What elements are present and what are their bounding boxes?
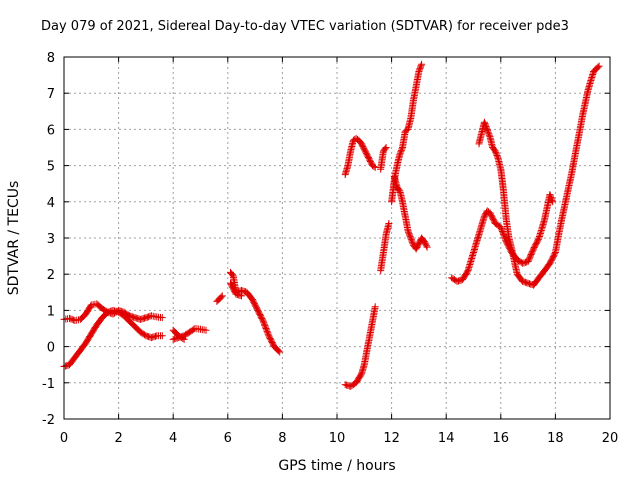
data-point — [238, 292, 245, 300]
data-point — [551, 250, 559, 258]
data-point — [417, 63, 424, 71]
data-point — [415, 66, 423, 74]
data-point — [158, 314, 166, 322]
data-point — [547, 194, 555, 201]
data-point — [595, 62, 603, 70]
data-point — [381, 145, 389, 153]
data-point — [594, 63, 602, 71]
data-point — [382, 144, 390, 151]
data-point — [492, 150, 500, 158]
x-tick-label: 8 — [278, 431, 286, 446]
data-point — [482, 121, 489, 129]
x-tick-label: 10 — [329, 431, 346, 446]
x-tick-label: 4 — [169, 431, 177, 446]
data-point — [370, 163, 378, 170]
y-tick-label: 8 — [47, 51, 55, 66]
data-point — [548, 196, 556, 204]
data-point — [263, 327, 271, 335]
x-tick-label: 16 — [493, 431, 510, 446]
data-point — [218, 292, 226, 300]
data-point — [480, 118, 488, 126]
data-point — [491, 147, 499, 155]
x-tick-label: 20 — [602, 431, 619, 446]
data-point — [546, 191, 554, 199]
y-tick-label: -2 — [42, 413, 55, 428]
chart-title: Day 079 of 2021, Sidereal Day-to-day VTE… — [41, 19, 569, 34]
grid — [64, 57, 610, 419]
y-tick-label: -1 — [42, 377, 55, 392]
y-tick-label: 6 — [47, 123, 55, 138]
x-tick-label: 6 — [224, 431, 232, 446]
data-point — [494, 153, 501, 161]
x-tick-label: 18 — [547, 431, 564, 446]
data-point — [158, 332, 166, 340]
x-tick-label: 0 — [60, 431, 68, 446]
data-point — [260, 319, 268, 327]
data-point — [497, 225, 505, 233]
y-tick-label: 0 — [47, 341, 55, 356]
data-point — [408, 238, 416, 246]
data-point — [396, 149, 404, 157]
data-point — [485, 131, 493, 139]
y-tick-label: 1 — [47, 304, 55, 319]
data-point — [202, 326, 210, 334]
x-tick-label: 14 — [438, 431, 455, 446]
y-axis-label: SDTVAR / TECUs — [6, 181, 22, 296]
data-point — [275, 347, 283, 355]
y-tick-label: 5 — [47, 160, 55, 175]
data-point — [407, 234, 415, 242]
data-point — [405, 228, 412, 236]
data-point — [397, 146, 405, 154]
data-point — [180, 335, 188, 343]
plot-frame — [63, 56, 611, 420]
y-tick-label: 7 — [47, 87, 55, 102]
data-point — [406, 231, 414, 239]
data-point — [276, 348, 284, 356]
data-point — [484, 128, 492, 136]
y-tick-label: 2 — [47, 268, 55, 283]
y-tick-label: 4 — [47, 196, 55, 211]
data-point — [262, 325, 270, 332]
data-series-sdtvar — [60, 60, 603, 390]
data-point — [501, 233, 509, 241]
data-point — [534, 235, 542, 243]
data-point — [371, 303, 379, 311]
data-point — [549, 198, 557, 206]
data-point — [422, 242, 430, 250]
x-tick-label: 2 — [114, 431, 122, 446]
data-point — [423, 243, 431, 251]
data-point — [385, 220, 393, 227]
x-tick-label: 12 — [383, 431, 400, 446]
data-point — [418, 60, 426, 68]
y-tick-label: 3 — [47, 232, 55, 247]
data-point — [261, 322, 269, 330]
data-point — [217, 293, 225, 301]
data-point — [179, 335, 187, 342]
x-axis-label: GPS time / hours — [278, 458, 395, 474]
